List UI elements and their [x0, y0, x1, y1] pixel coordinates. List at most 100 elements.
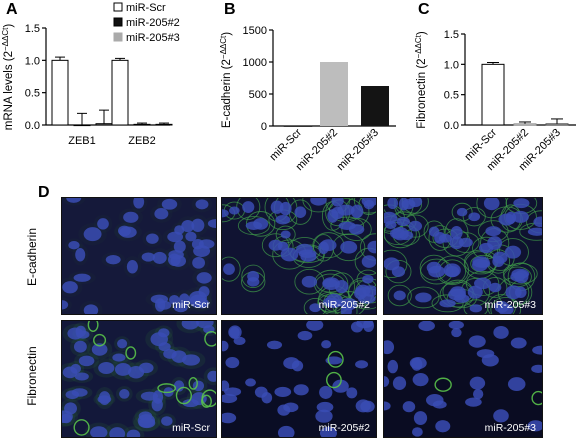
cell-nucleus	[189, 291, 207, 305]
cell-membrane	[487, 294, 516, 314]
cell-nucleus	[411, 427, 423, 437]
cell-membrane	[451, 202, 473, 222]
cell-nucleus	[196, 321, 214, 329]
cell-nucleus	[64, 402, 77, 415]
cell-nucleus	[319, 426, 338, 437]
chart-a-legend-swatch	[113, 17, 123, 27]
micrograph-image	[62, 321, 216, 437]
cell-nucleus	[511, 268, 530, 279]
chart-c-bar	[513, 123, 537, 126]
cell-nucleus	[384, 340, 395, 355]
cell-membrane	[423, 220, 445, 243]
cell-nucleus	[443, 263, 461, 278]
cell-nucleus	[384, 257, 400, 271]
cell-nucleus	[280, 230, 291, 239]
cell-nucleus	[83, 227, 102, 242]
chart-a-bars	[51, 56, 173, 127]
cell-nucleus	[141, 252, 156, 262]
cell-nucleus	[62, 281, 78, 294]
chart-c-y-tick-label: 1.5	[444, 29, 459, 41]
chart-b-y-tick-label: 1000	[243, 57, 267, 69]
chart-c-bars	[481, 62, 569, 126]
cell-nucleus	[67, 327, 84, 340]
micrograph-image	[222, 198, 376, 314]
cell-nucleus	[493, 409, 509, 423]
cell-nucleus	[512, 210, 529, 223]
cell-nucleus	[448, 321, 464, 330]
micrograph-image	[384, 198, 542, 314]
cell-nucleus	[325, 298, 343, 308]
cell-nucleus	[325, 356, 343, 365]
cell-nucleus	[346, 387, 358, 399]
cell-nucleus	[158, 328, 170, 338]
cell-nucleus	[196, 272, 212, 284]
cell-nucleus	[321, 340, 332, 349]
cell-nucleus	[468, 212, 481, 222]
chart-a-x-tick-label: ZEB2	[128, 135, 156, 147]
cell-nucleus	[481, 354, 499, 367]
cell-nucleus	[301, 275, 318, 288]
fibronectin-deposit	[327, 350, 344, 368]
cell-nucleus	[492, 251, 508, 264]
cell-nucleus	[340, 240, 358, 254]
cell-nucleus	[294, 206, 307, 218]
chart-c-bar	[545, 123, 569, 126]
cell-nucleus	[98, 361, 115, 375]
cell-nucleus	[458, 237, 473, 248]
cell-nucleus	[473, 388, 484, 400]
cell-nucleus	[409, 356, 427, 370]
cell-nucleus	[322, 278, 338, 288]
cell-nucleus	[123, 211, 139, 223]
micrograph-label: miR-205#2	[318, 422, 370, 434]
cell-nucleus	[435, 420, 451, 433]
cell-nucleus	[127, 366, 145, 379]
cell-nucleus	[112, 353, 126, 362]
cell-nucleus	[426, 394, 444, 407]
cell-nucleus	[401, 199, 416, 210]
cell-nucleus	[133, 198, 145, 209]
cell-nucleus	[469, 376, 486, 390]
cell-nucleus	[387, 198, 399, 210]
micrograph-ecadherin-mir-205-2: miR-205#2	[221, 197, 377, 315]
cell-nucleus	[396, 216, 410, 227]
cell-nucleus	[389, 228, 405, 239]
chart-a-legend-swatch	[113, 32, 123, 42]
cell-nucleus	[465, 397, 482, 407]
cell-nucleus	[498, 213, 515, 226]
panel-label-d: D	[38, 184, 50, 201]
cell-nucleus	[283, 402, 299, 413]
cell-nucleus	[450, 226, 463, 240]
chart-b-bar	[283, 125, 313, 127]
cell-nucleus	[75, 248, 86, 262]
cell-nucleus	[532, 345, 542, 355]
cell-nucleus	[182, 354, 201, 366]
cell-nucleus	[91, 343, 108, 356]
cell-nucleus	[485, 226, 502, 237]
cell-membrane	[465, 270, 500, 296]
chart-a-y-tick-label: 0.0	[25, 120, 40, 132]
cell-membrane	[476, 198, 508, 219]
cell-nucleus	[438, 233, 453, 243]
cell-nucleus	[408, 220, 423, 232]
cell-membrane	[353, 198, 376, 214]
cell-nucleus	[275, 215, 291, 225]
cell-nucleus	[320, 239, 337, 252]
cell-membrane	[385, 259, 412, 284]
cell-nucleus	[428, 226, 440, 237]
cell-nucleus	[78, 355, 95, 367]
cell-nucleus	[413, 411, 428, 425]
cell-nucleus	[126, 260, 138, 274]
fibronectin-deposit	[175, 386, 192, 405]
cell-nucleus	[468, 335, 486, 348]
cell-nucleus	[338, 221, 356, 230]
cell-nucleus	[114, 362, 132, 376]
cell-nucleus	[451, 328, 462, 338]
cell-nucleus	[358, 294, 376, 304]
cell-membrane	[330, 216, 365, 235]
chart-c-y-tick-label: 0.0	[444, 120, 459, 132]
cell-nucleus	[296, 243, 314, 256]
micrograph-image	[222, 321, 375, 437]
cell-nucleus	[222, 340, 229, 352]
cell-nucleus	[392, 376, 407, 391]
cell-nucleus	[363, 199, 375, 210]
